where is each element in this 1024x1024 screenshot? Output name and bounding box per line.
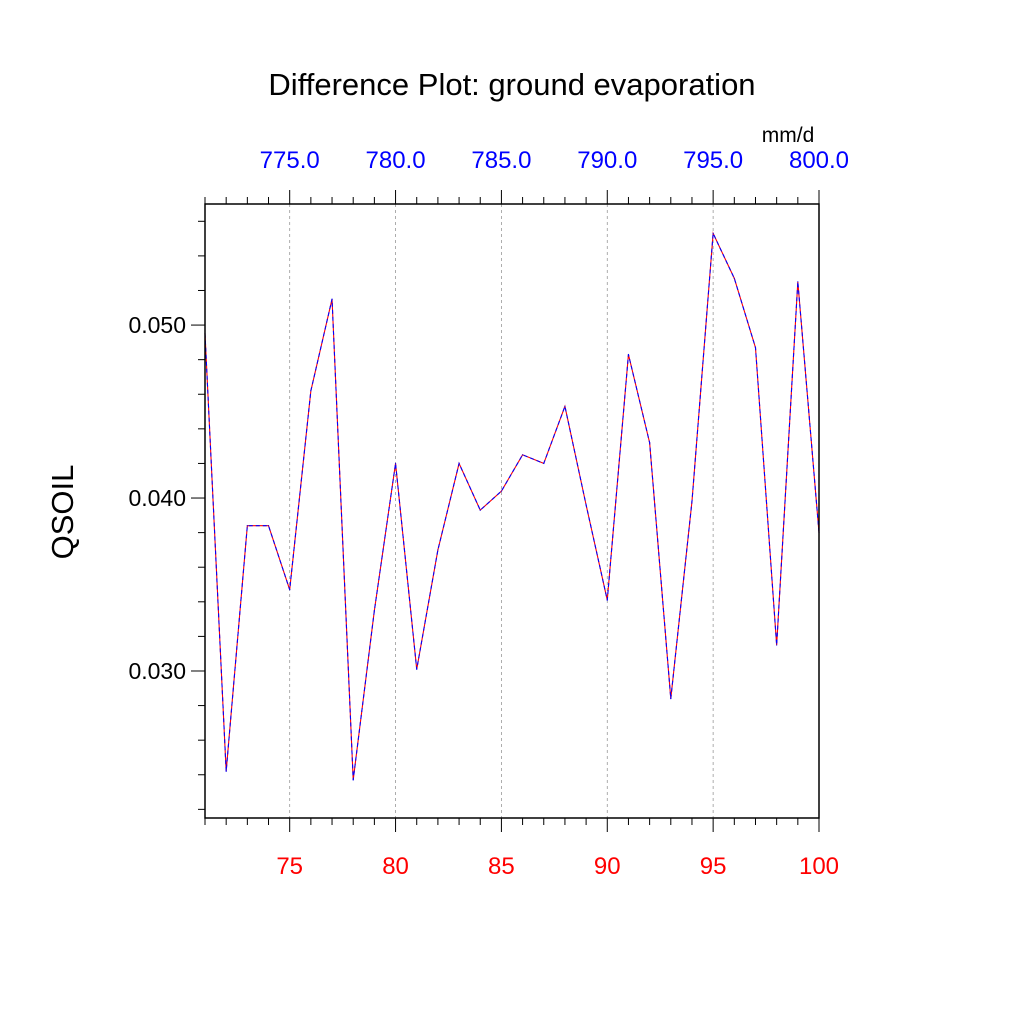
data-point [691,500,693,503]
x-tick-labels: 75 80 85 90 95 100 [276,853,839,880]
top-tick-label: 775.0 [260,147,320,174]
data-point [521,454,524,456]
x-tick-label: 95 [700,853,727,880]
data-point [754,346,757,349]
data-point [627,353,630,356]
x-tick-label: 85 [488,853,515,880]
data-point [479,509,481,511]
y-tick-label: 0.050 [128,312,186,338]
data-point [543,462,545,465]
data-point [649,442,651,444]
series-line [204,231,820,781]
top-tick-labels: 775.0 780.0 785.0 790.0 795.0 800.0 [260,147,849,174]
data-point [225,770,227,772]
data-point [246,525,248,527]
data-point [564,405,566,407]
data-point [733,277,735,279]
top-tick-label: 790.0 [577,147,637,174]
data-point [500,490,503,492]
x-tick-label: 80 [382,853,409,880]
data-point [394,462,397,465]
top-tick-label: 800.0 [789,147,849,174]
data-point [797,281,799,283]
plot-frame [204,203,820,819]
x-tick-label: 100 [799,853,839,880]
data-point [712,232,714,235]
data-point [458,462,460,465]
data-point [373,609,375,612]
y-axis-label: QSOIL [45,465,80,560]
top-tick-label: 785.0 [471,147,531,174]
data-point [585,504,587,506]
data-point [289,589,291,591]
y-tick-label: 0.030 [128,658,186,684]
data-point [416,668,418,670]
data-point [310,390,312,392]
top-tick-label: 780.0 [366,147,426,174]
chart-title: Difference Plot: ground evaporation [268,67,755,102]
data-point [437,549,439,551]
data-point [267,525,270,527]
data-point [606,599,608,601]
series-line-dashed [204,231,820,781]
y-tick-label: 0.040 [128,485,186,511]
top-tick-label: 795.0 [683,147,743,174]
data-point [776,644,778,646]
y-tick-labels: 0.030 0.040 0.050 [128,312,186,684]
units-label: mm/d [762,124,815,147]
grid-lines [289,204,714,818]
data-point [352,779,354,781]
series-layer [204,231,820,781]
x-tick-label: 90 [594,853,621,880]
data-point [331,298,333,300]
tick-marks [191,190,820,832]
x-tick-label: 75 [276,853,303,880]
data-point [670,698,672,700]
